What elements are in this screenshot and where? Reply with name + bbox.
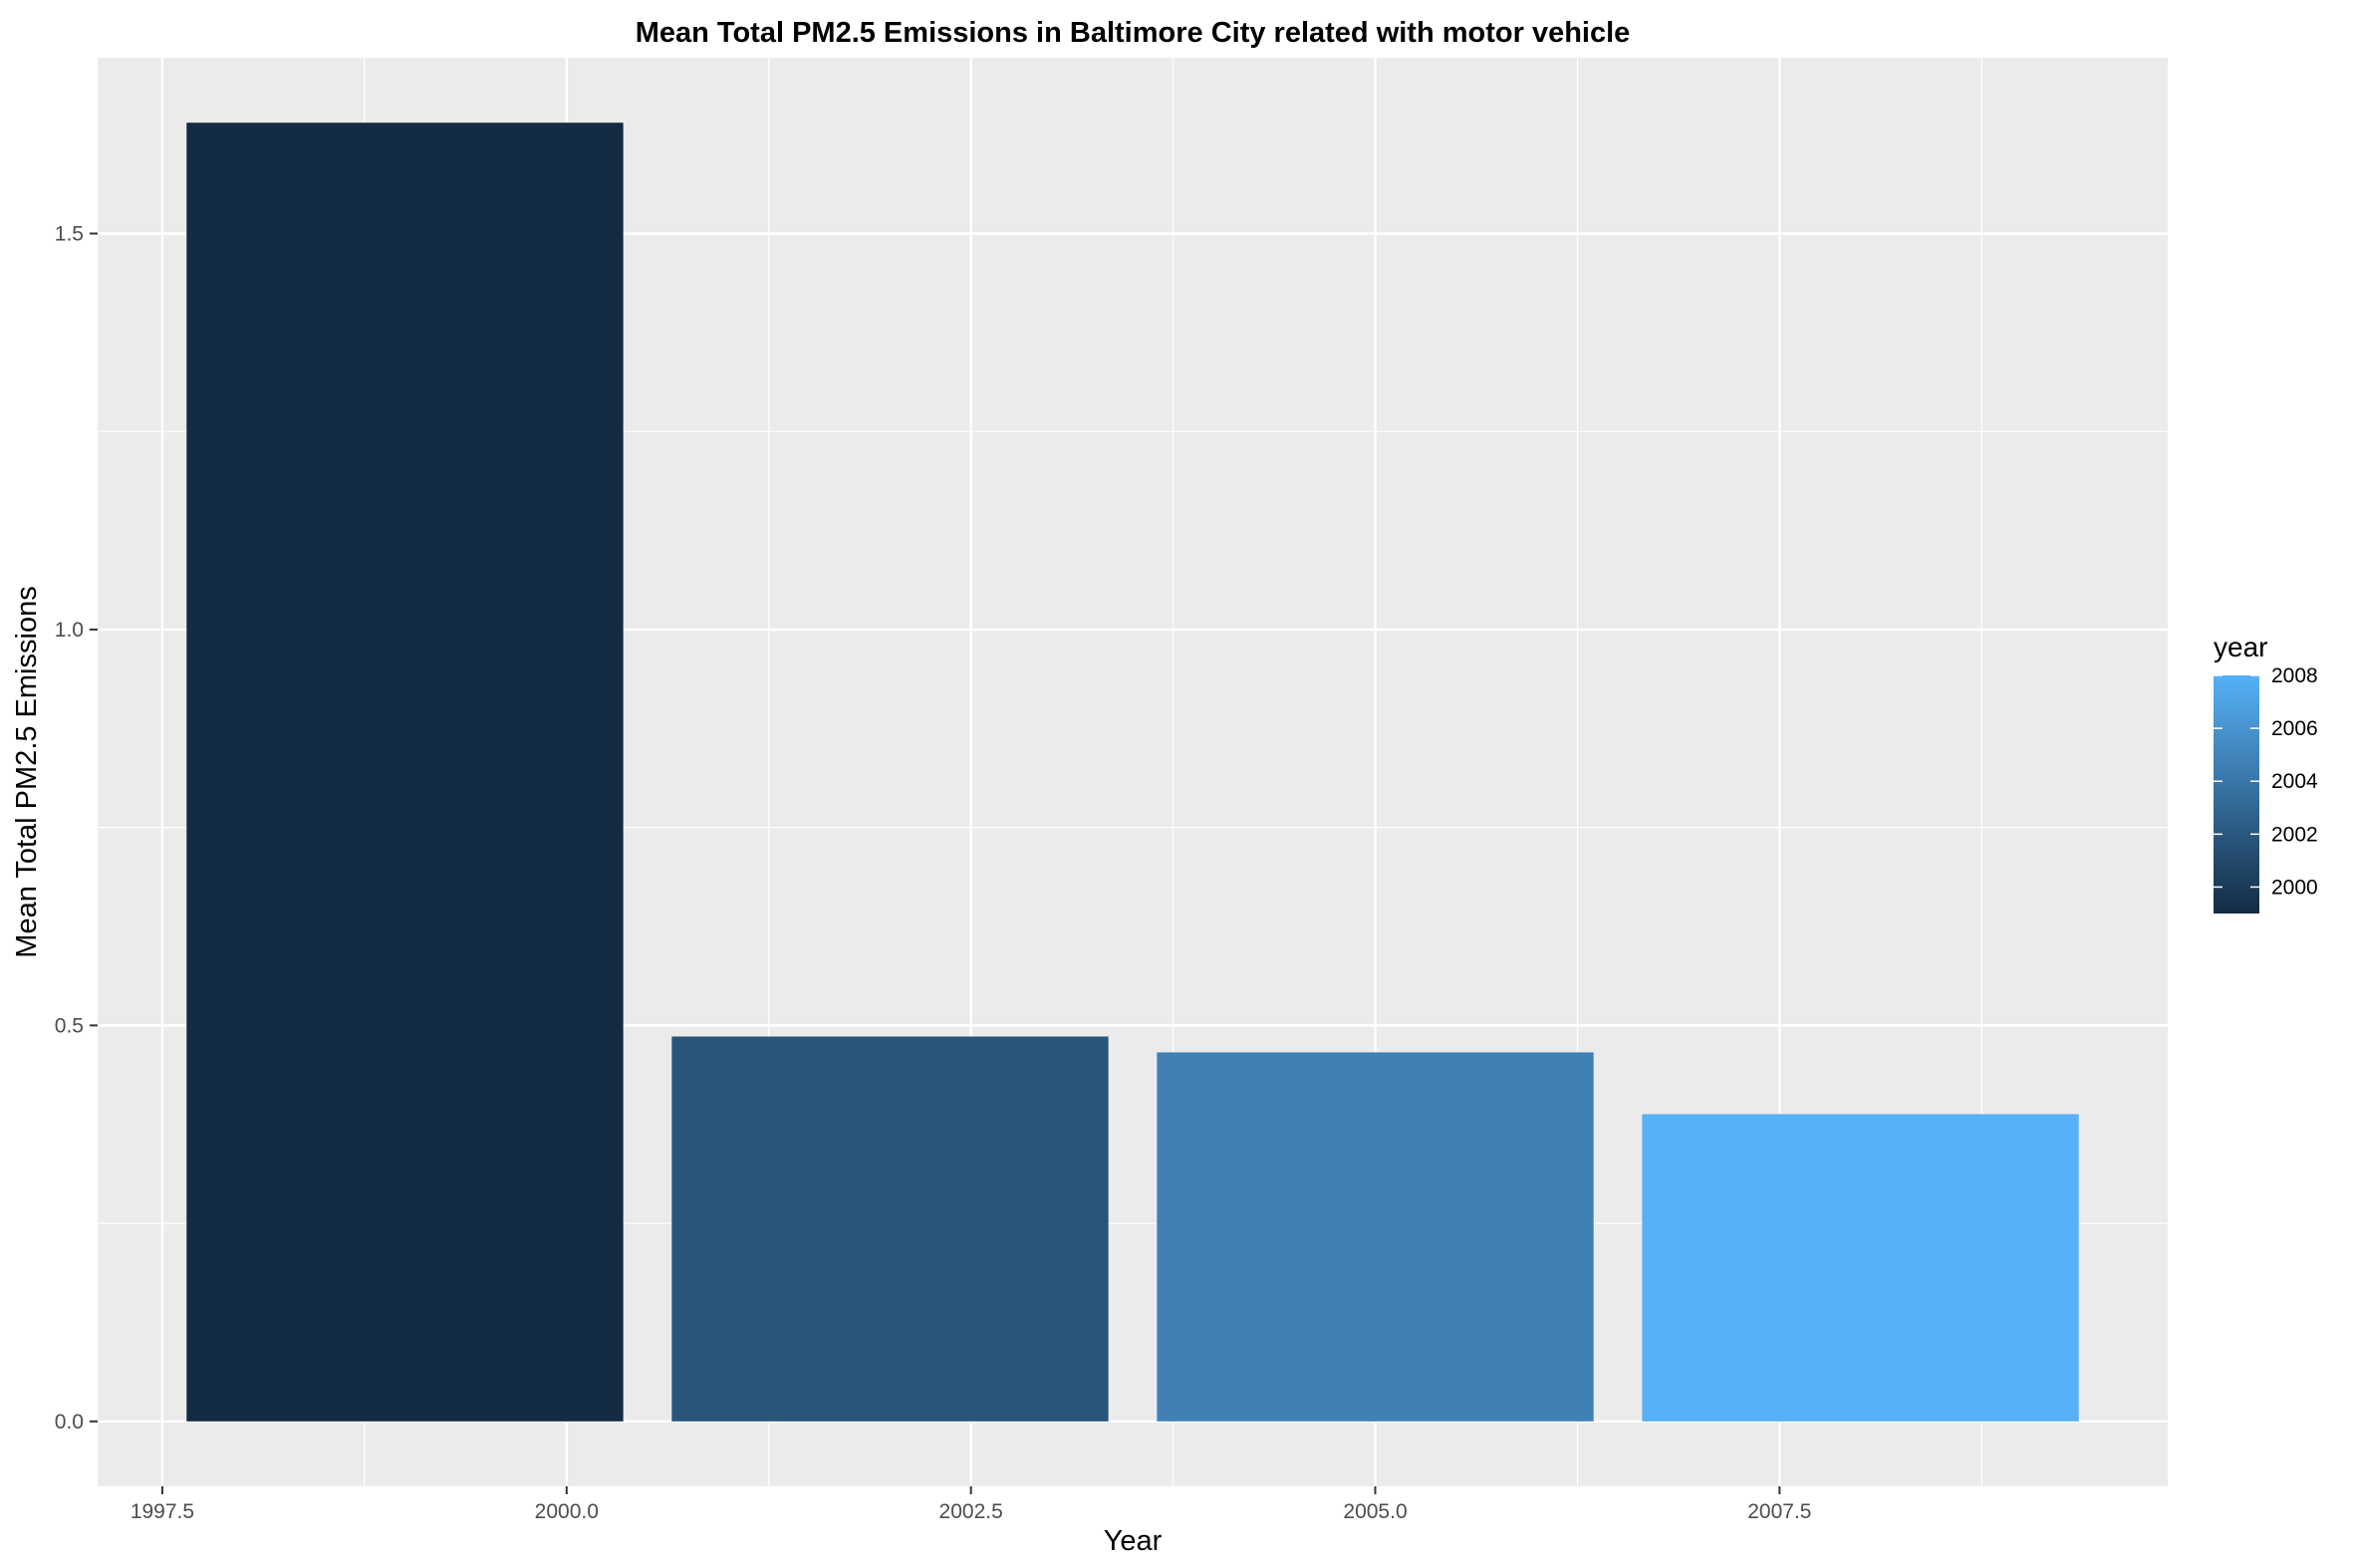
legend: year 2000 2002 2004 2006 2008 (2214, 632, 2318, 914)
x-tick-label: 2002.5 (939, 1500, 1003, 1523)
x-tick-label: 2005.0 (1343, 1500, 1407, 1523)
legend-label: 2006 (2271, 717, 2318, 740)
legend-label: 2004 (2271, 770, 2318, 793)
bars (186, 123, 2079, 1422)
x-axis-title: Year (1104, 1525, 1163, 1557)
y-axis-title: Mean Total PM2.5 Emissions (11, 586, 43, 957)
bar-1999 (186, 123, 624, 1422)
bar-2005 (1157, 1052, 1594, 1422)
y-tick-label: 0.0 (55, 1411, 84, 1434)
legend-colorbar (2214, 675, 2259, 914)
x-axis-ticks: 1997.5 2000.0 2002.5 2005.0 2007.5 (131, 1486, 1811, 1523)
legend-label: 2000 (2271, 876, 2318, 899)
bar-2002 (671, 1036, 1109, 1422)
legend-label: 2002 (2271, 823, 2318, 846)
y-tick-label: 0.5 (55, 1014, 84, 1037)
legend-title: year (2214, 632, 2267, 662)
x-tick-label: 1997.5 (131, 1500, 194, 1523)
legend-ticks: 2000 2002 2004 2006 2008 (2214, 664, 2318, 899)
x-tick-label: 2000.0 (535, 1500, 599, 1523)
x-tick-label: 2007.5 (1747, 1500, 1811, 1523)
y-tick-label: 1.5 (55, 222, 84, 245)
y-tick-label: 1.0 (55, 619, 84, 642)
y-axis-ticks: 0.0 0.5 1.0 1.5 (55, 222, 98, 1434)
legend-label: 2008 (2271, 664, 2318, 687)
chart-title: Mean Total PM2.5 Emissions in Baltimore … (636, 17, 1631, 49)
bar-2008 (1642, 1114, 2079, 1422)
